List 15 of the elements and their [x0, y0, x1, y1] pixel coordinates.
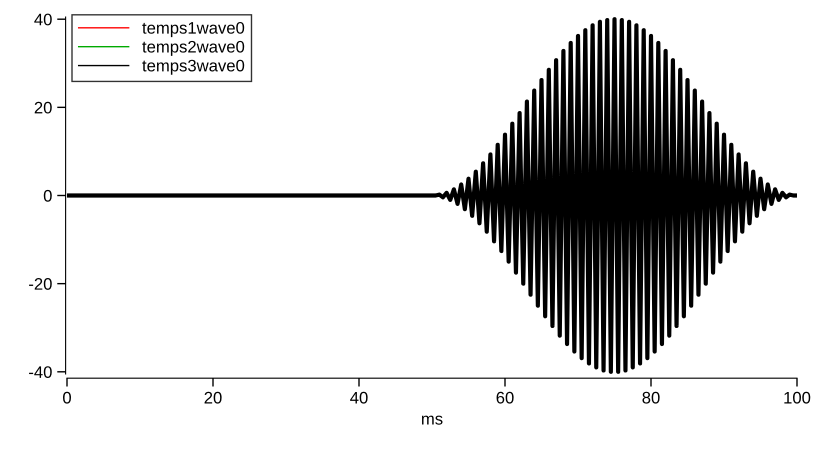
y-tick-label: 20	[34, 102, 52, 114]
x-tick-label: 80	[642, 392, 660, 404]
legend-label: temps2wave0	[142, 40, 244, 56]
x-tick-label: 20	[204, 392, 222, 404]
y-tick-label: 0	[44, 190, 52, 202]
legend-label: temps1wave0	[142, 22, 244, 38]
x-tick-label: 0	[63, 392, 71, 404]
legend-label: temps3wave0	[142, 60, 244, 75]
y-tick-label: -40	[29, 366, 52, 378]
y-tick-label: 40	[34, 14, 52, 26]
x-tick-label: 60	[496, 392, 514, 404]
x-axis-title: ms	[422, 416, 443, 425]
y-tick-label: -20	[29, 278, 52, 290]
x-tick-label: 100	[784, 392, 810, 404]
x-tick-label: 40	[350, 392, 368, 404]
